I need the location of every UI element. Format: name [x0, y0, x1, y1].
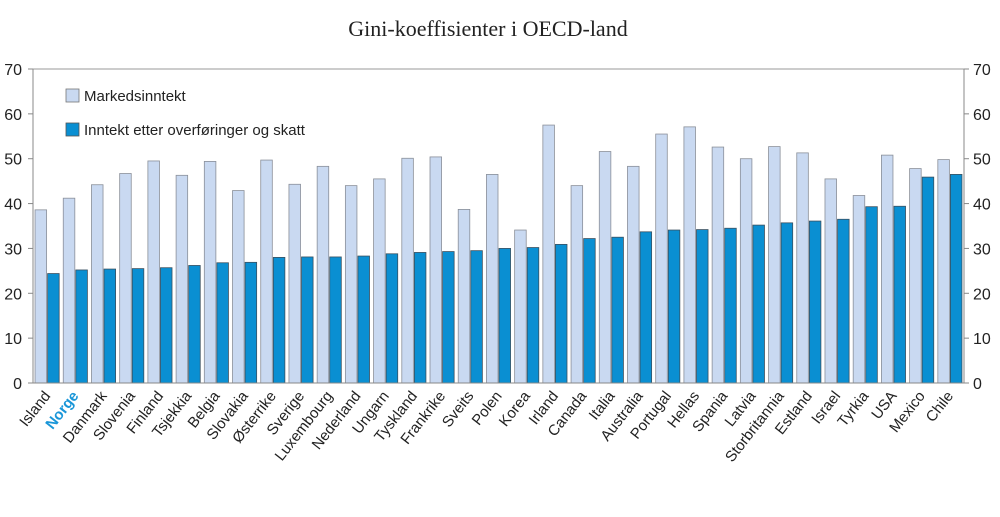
- y-tick-label-left: 0: [13, 376, 22, 393]
- x-tick-label: Korea: [496, 387, 534, 430]
- bar-etter-skatt: [921, 176, 935, 384]
- bar-etter-skatt: [865, 206, 878, 384]
- bar-markedsinntekt: [147, 160, 160, 384]
- bar-etter-skatt: [357, 255, 370, 384]
- bar-etter-skatt: [893, 205, 906, 384]
- y-tick-label-left: 20: [4, 286, 22, 303]
- legend-swatch-markedsinntekt: [65, 88, 80, 103]
- bar-markedsinntekt: [937, 159, 950, 384]
- bar-etter-skatt: [216, 262, 229, 384]
- bar-etter-skatt: [244, 261, 258, 384]
- bar-etter-skatt: [131, 268, 145, 384]
- y-tick-label-right: 70: [973, 62, 991, 79]
- bar-markedsinntekt: [373, 178, 386, 384]
- bar-markedsinntekt: [542, 124, 555, 384]
- bar-markedsinntekt: [429, 156, 442, 384]
- y-tick-label-right: 60: [973, 107, 991, 124]
- bar-markedsinntekt: [232, 190, 245, 384]
- y-tick-label-left: 30: [4, 241, 22, 258]
- y-tick-label-left: 60: [4, 107, 22, 124]
- bar-etter-skatt: [639, 231, 653, 384]
- bar-etter-skatt: [272, 256, 286, 384]
- bar-etter-skatt: [808, 220, 822, 384]
- bar-markedsinntekt: [34, 209, 48, 384]
- bar-markedsinntekt: [344, 185, 358, 384]
- bar-etter-skatt: [75, 269, 88, 384]
- bar-markedsinntekt: [711, 146, 725, 384]
- bar-etter-skatt: [498, 248, 511, 384]
- bar-etter-skatt: [724, 227, 737, 384]
- y-tick-label-right: 50: [973, 152, 991, 169]
- bar-markedsinntekt: [881, 154, 894, 384]
- bar-markedsinntekt: [824, 178, 837, 384]
- bar-markedsinntekt: [570, 185, 584, 384]
- y-tick-label-right: 20: [973, 286, 991, 303]
- bar-markedsinntekt: [401, 157, 414, 384]
- bar-etter-skatt: [837, 218, 850, 384]
- legend-swatch-etter-skatt: [65, 122, 80, 137]
- legend-label-markedsinntekt: Markedsinntekt: [84, 88, 187, 105]
- bar-markedsinntekt: [62, 197, 76, 384]
- chart-title: Gini-koeffisienter i OECD-land: [348, 16, 627, 41]
- bar-markedsinntekt: [457, 209, 471, 384]
- bar-etter-skatt: [780, 222, 794, 384]
- bar-etter-skatt: [160, 267, 173, 384]
- y-tick-label-left: 10: [4, 331, 22, 348]
- bar-etter-skatt: [329, 256, 342, 384]
- bar-markedsinntekt: [514, 229, 527, 384]
- bar-markedsinntekt: [852, 195, 866, 384]
- legend-label-etter-skatt: Inntekt etter overføringer og skatt: [84, 122, 306, 139]
- bar-etter-skatt: [696, 229, 709, 384]
- bar-markedsinntekt: [175, 174, 189, 384]
- bar-etter-skatt: [583, 238, 596, 384]
- bar-etter-skatt: [526, 247, 540, 384]
- bar-etter-skatt: [413, 252, 427, 384]
- bar-etter-skatt: [667, 229, 681, 384]
- y-tick-label-right: 0: [973, 376, 982, 393]
- x-tick-label: Tyrkia: [834, 387, 872, 430]
- bar-markedsinntekt: [203, 161, 217, 384]
- bar-markedsinntekt: [627, 165, 640, 384]
- bar-etter-skatt: [385, 253, 399, 384]
- bar-markedsinntekt: [288, 183, 301, 384]
- y-tick-label-left: 70: [4, 62, 22, 79]
- x-tick-label: Sveits: [439, 388, 478, 431]
- bar-etter-skatt: [555, 243, 568, 384]
- y-tick-label-right: 40: [973, 197, 991, 214]
- bar-markedsinntekt: [768, 146, 781, 384]
- y-tick-label-left: 50: [4, 152, 22, 169]
- y-tick-label-right: 10: [973, 331, 991, 348]
- x-tick-label: Chile: [923, 388, 957, 425]
- bar-markedsinntekt: [260, 159, 273, 384]
- bar-markedsinntekt: [655, 133, 668, 384]
- bar-markedsinntekt: [796, 152, 809, 384]
- bar-markedsinntekt: [316, 165, 330, 384]
- bar-etter-skatt: [611, 236, 624, 384]
- bar-etter-skatt: [470, 250, 483, 384]
- bar-markedsinntekt: [486, 174, 499, 384]
- bar-markedsinntekt: [683, 126, 696, 384]
- bar-etter-skatt: [752, 224, 765, 384]
- bar-markedsinntekt: [739, 158, 753, 384]
- bar-etter-skatt: [47, 273, 60, 384]
- y-tick-label-right: 30: [973, 241, 991, 258]
- bar-markedsinntekt: [909, 168, 922, 384]
- y-tick-label-left: 40: [4, 197, 22, 214]
- bar-etter-skatt: [103, 268, 116, 384]
- bar-etter-skatt: [949, 174, 963, 384]
- bar-markedsinntekt: [598, 151, 612, 384]
- bar-etter-skatt: [442, 251, 455, 384]
- bar-etter-skatt: [301, 256, 314, 384]
- bar-markedsinntekt: [91, 184, 104, 384]
- bar-markedsinntekt: [119, 173, 132, 384]
- bar-etter-skatt: [188, 265, 201, 384]
